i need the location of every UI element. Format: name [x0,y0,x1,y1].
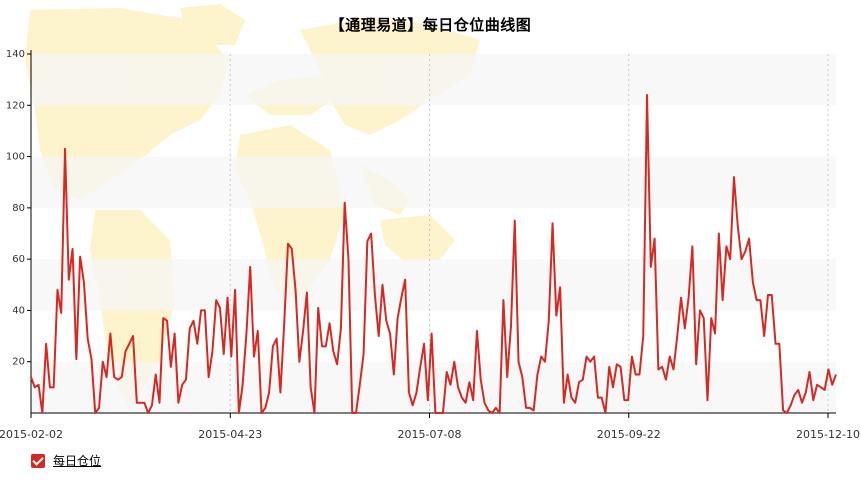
grid-band [31,156,836,208]
y-tick-label: 80 [12,203,25,214]
legend-label[interactable]: 每日仓位 [53,454,102,468]
x-tick-label: 2015-07-08 [398,428,462,441]
y-tick-label: 140 [6,49,25,60]
grid-band [31,54,836,106]
x-tick-label: 2015-02-02 [0,428,63,441]
chart-title: 【通理易道】每日仓位曲线图 [329,16,532,34]
x-tick-label: 2015-12-10 [796,428,860,441]
y-tick-label: 60 [12,254,25,265]
x-tick-label: 2015-04-23 [198,428,262,441]
y-tick-label: 20 [12,357,25,368]
checkbox-check-icon[interactable] [31,453,45,468]
grid-band [31,259,836,311]
series-line-daily-position [30,94,837,414]
y-tick-label: 40 [12,305,25,316]
y-tick-label: 120 [6,100,25,111]
legend-item-daily-position[interactable]: 每日仓位 [31,452,101,469]
y-tick-label: 100 [6,152,25,163]
x-tick-label: 2015-09-22 [597,428,661,441]
